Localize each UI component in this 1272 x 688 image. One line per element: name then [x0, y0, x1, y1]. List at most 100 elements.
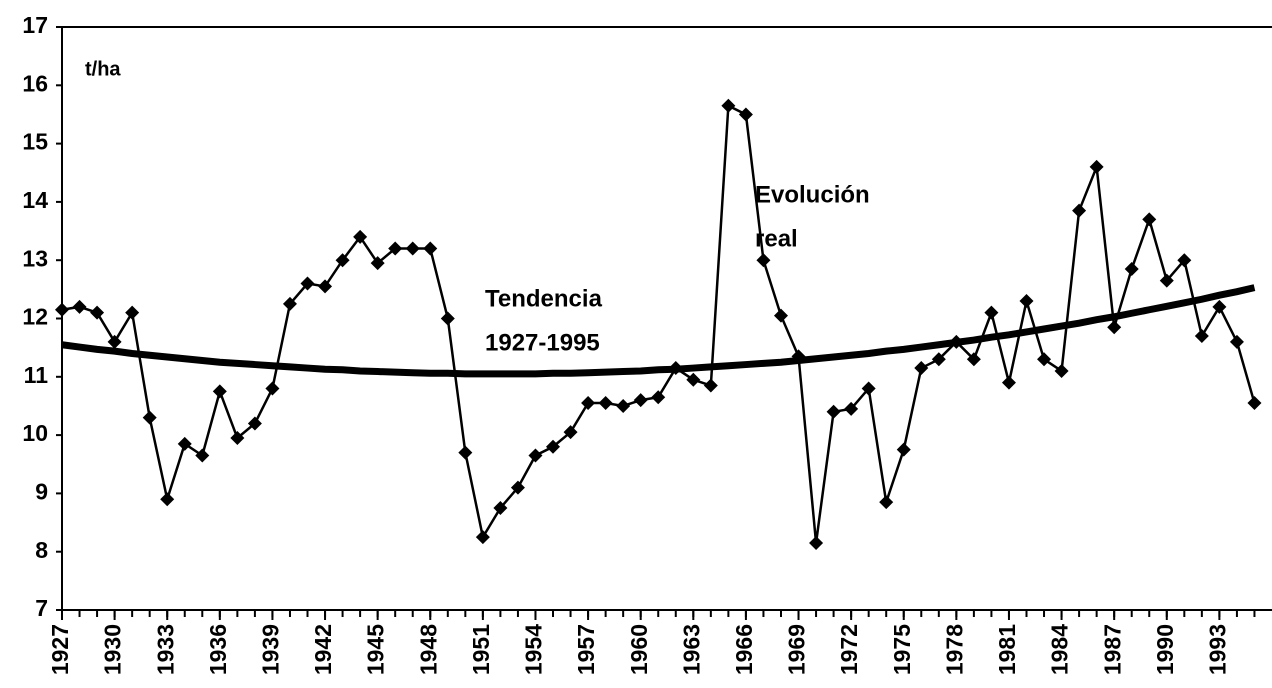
marker — [370, 256, 385, 271]
marker — [458, 445, 473, 460]
marker — [809, 535, 824, 550]
x-tick-label: 1930 — [100, 624, 126, 675]
annotation: real — [755, 225, 798, 252]
marker — [1247, 396, 1262, 411]
marker — [90, 305, 105, 320]
marker — [738, 107, 753, 122]
marker — [388, 241, 403, 256]
marker — [55, 302, 69, 317]
marker — [423, 241, 438, 256]
marker — [931, 352, 946, 367]
x-tick-label: 1969 — [784, 624, 810, 675]
marker — [1212, 299, 1227, 314]
y-tick-label: 16 — [22, 70, 48, 96]
marker — [896, 442, 911, 457]
marker — [984, 305, 999, 320]
x-tick-label: 1987 — [1099, 624, 1125, 675]
marker — [1159, 273, 1174, 288]
marker — [861, 381, 876, 396]
x-tick-label: 1954 — [521, 624, 547, 675]
marker — [1194, 328, 1209, 343]
y-tick-label: 17 — [22, 12, 48, 38]
marker — [546, 439, 561, 454]
x-tick-label: 1927 — [47, 624, 73, 675]
marker — [721, 98, 736, 113]
marker — [633, 393, 648, 408]
marker — [1089, 159, 1104, 174]
marker — [966, 352, 981, 367]
marker — [581, 396, 596, 411]
annotation: Evolución — [755, 181, 870, 208]
marker — [1054, 363, 1069, 378]
marker — [563, 425, 578, 440]
x-tick-label: 1948 — [415, 624, 441, 675]
marker — [528, 448, 543, 463]
marker — [230, 431, 245, 446]
marker — [1019, 294, 1034, 309]
marker — [440, 311, 455, 326]
y-tick-label: 14 — [22, 187, 48, 213]
y-tick-label: 9 — [35, 478, 48, 504]
x-tick-label: 1936 — [205, 624, 231, 675]
marker — [756, 253, 771, 268]
x-tick-label: 1945 — [363, 624, 389, 675]
y-tick-label: 10 — [22, 420, 48, 446]
marker — [247, 416, 262, 431]
marker — [773, 308, 788, 323]
marker — [195, 448, 210, 463]
x-tick-label: 1957 — [573, 624, 599, 675]
marker — [879, 495, 894, 510]
annotation: 1927-1995 — [485, 329, 600, 356]
y-tick-label: 12 — [22, 304, 48, 330]
marker — [616, 398, 631, 413]
x-tick-label: 1981 — [994, 624, 1020, 675]
y-tick-label: 15 — [22, 129, 48, 155]
marker — [651, 390, 666, 405]
x-tick-label: 1963 — [678, 624, 704, 675]
marker — [493, 500, 508, 515]
marker — [844, 401, 859, 416]
x-tick-label: 1993 — [1204, 624, 1230, 675]
x-tick-label: 1951 — [468, 624, 494, 675]
marker — [1072, 203, 1087, 218]
marker — [1124, 261, 1139, 276]
x-tick-label: 1972 — [836, 624, 862, 675]
y-tick-label: 13 — [22, 245, 48, 271]
marker — [1037, 352, 1052, 367]
x-tick-label: 1978 — [941, 624, 967, 675]
x-tick-label: 1933 — [152, 624, 178, 675]
marker — [405, 241, 420, 256]
y-tick-label: 11 — [24, 362, 49, 388]
y-tick-label: 8 — [35, 537, 48, 563]
marker — [1001, 375, 1016, 390]
x-tick-label: 1990 — [1152, 624, 1178, 675]
marker — [1229, 334, 1244, 349]
marker — [1142, 212, 1157, 227]
marker — [72, 299, 87, 314]
x-tick-label: 1966 — [731, 624, 757, 675]
marker — [703, 378, 718, 393]
marker — [475, 530, 490, 545]
marker — [142, 410, 157, 425]
marker — [1177, 253, 1192, 268]
marker — [686, 372, 701, 387]
marker — [826, 404, 841, 419]
x-tick-label: 1942 — [310, 624, 336, 675]
marker — [265, 381, 280, 396]
trend-line — [61, 284, 1256, 378]
marker — [107, 334, 122, 349]
marker — [598, 396, 613, 411]
x-tick-label: 1960 — [626, 624, 652, 675]
x-tick-label: 1939 — [258, 624, 284, 675]
marker — [318, 279, 333, 294]
x-tick-label: 1975 — [889, 624, 915, 675]
y-tick-label: 7 — [35, 595, 48, 621]
marker — [1107, 320, 1122, 335]
annotation: Tendencia — [485, 285, 603, 312]
marker — [125, 305, 140, 320]
x-tick-label: 1984 — [1047, 624, 1073, 675]
marker — [212, 384, 227, 399]
marker — [510, 480, 525, 495]
marker — [300, 276, 315, 291]
